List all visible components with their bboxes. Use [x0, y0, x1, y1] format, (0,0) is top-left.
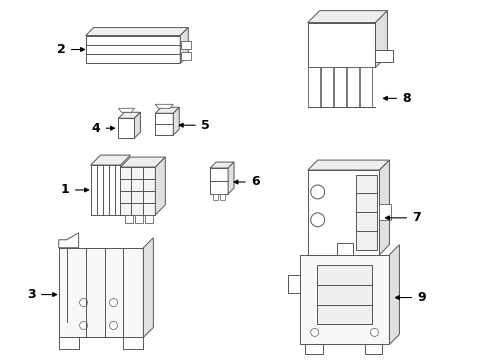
Polygon shape [333, 67, 345, 107]
Text: 4: 4 [92, 122, 101, 135]
Polygon shape [299, 255, 388, 345]
Text: 1: 1 [61, 184, 69, 197]
Polygon shape [359, 67, 371, 107]
Text: 6: 6 [250, 175, 259, 189]
Polygon shape [181, 53, 191, 60]
Polygon shape [364, 345, 382, 354]
Polygon shape [135, 215, 143, 223]
Polygon shape [213, 194, 218, 200]
Polygon shape [155, 107, 179, 113]
Polygon shape [307, 11, 386, 23]
Circle shape [310, 213, 324, 227]
Polygon shape [118, 118, 134, 138]
Polygon shape [125, 215, 133, 223]
Polygon shape [307, 160, 388, 170]
Circle shape [370, 328, 378, 336]
Polygon shape [118, 112, 140, 118]
Polygon shape [227, 162, 234, 194]
Polygon shape [304, 345, 322, 354]
Polygon shape [90, 155, 130, 165]
Polygon shape [155, 113, 173, 135]
Text: 3: 3 [27, 288, 36, 301]
Polygon shape [90, 165, 120, 215]
Polygon shape [307, 23, 375, 67]
Text: 9: 9 [416, 291, 425, 304]
Polygon shape [379, 160, 388, 255]
Polygon shape [173, 107, 179, 135]
Polygon shape [375, 11, 386, 67]
Polygon shape [287, 275, 299, 293]
Polygon shape [307, 67, 319, 107]
Polygon shape [155, 104, 173, 108]
Polygon shape [123, 337, 143, 349]
Polygon shape [379, 204, 390, 220]
Polygon shape [180, 28, 188, 63]
Polygon shape [85, 36, 180, 63]
Polygon shape [59, 248, 143, 337]
Polygon shape [355, 175, 377, 250]
Polygon shape [320, 67, 332, 107]
Circle shape [80, 298, 87, 306]
Circle shape [310, 185, 324, 199]
Polygon shape [120, 167, 155, 215]
Polygon shape [59, 337, 79, 349]
Text: 2: 2 [57, 43, 65, 56]
Polygon shape [155, 157, 165, 215]
Polygon shape [336, 243, 352, 255]
Circle shape [310, 328, 318, 336]
Circle shape [109, 298, 117, 306]
Text: 8: 8 [402, 92, 410, 105]
Polygon shape [145, 215, 153, 223]
Circle shape [109, 321, 117, 329]
Polygon shape [307, 170, 379, 255]
Polygon shape [85, 28, 188, 36]
Polygon shape [181, 41, 191, 49]
Polygon shape [210, 168, 227, 194]
Text: 5: 5 [201, 119, 209, 132]
Polygon shape [59, 233, 79, 248]
Polygon shape [134, 112, 140, 138]
Circle shape [80, 321, 87, 329]
Polygon shape [210, 162, 234, 168]
Polygon shape [316, 265, 371, 324]
Polygon shape [346, 67, 358, 107]
Polygon shape [120, 157, 165, 167]
Polygon shape [143, 238, 153, 337]
Polygon shape [118, 108, 134, 112]
Text: 7: 7 [411, 211, 420, 224]
Polygon shape [388, 245, 399, 345]
Polygon shape [220, 194, 224, 200]
Polygon shape [375, 50, 393, 62]
